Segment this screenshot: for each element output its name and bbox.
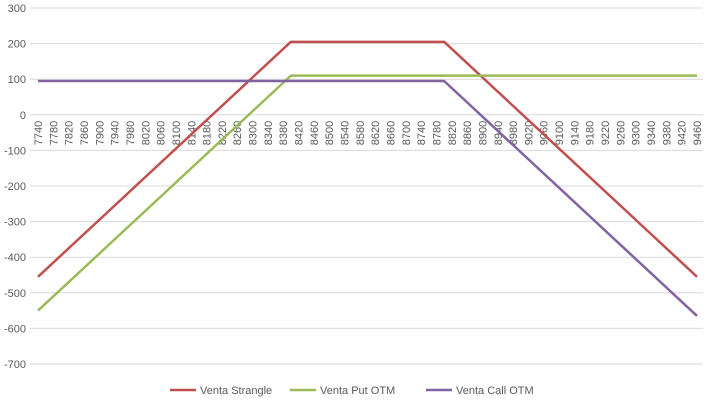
x-tick-label: 8020 — [140, 121, 152, 145]
x-tick-label: 8060 — [156, 121, 168, 145]
x-tick-label: 8540 — [340, 121, 352, 145]
x-tick-label: 9100 — [554, 121, 566, 145]
x-tick-label: 8500 — [324, 121, 336, 145]
x-tick-label: 7780 — [48, 121, 60, 145]
x-tick-label: 8180 — [202, 121, 214, 145]
x-tick-label: 8660 — [385, 121, 397, 145]
x-tick-label: 7900 — [94, 121, 106, 145]
x-tick-label: 8980 — [508, 121, 520, 145]
y-tick-label: 0 — [20, 110, 26, 122]
x-tick-label: 7820 — [64, 121, 76, 145]
x-tick-label: 9020 — [523, 121, 535, 145]
legend-item: Venta Call OTM — [426, 385, 534, 397]
x-tick-label: 8780 — [431, 121, 443, 145]
series-line-venta-call-otm — [38, 79, 698, 317]
legend-label: Venta Call OTM — [456, 385, 534, 397]
y-tick-label: -300 — [4, 217, 26, 229]
x-tick-label: 8220 — [217, 121, 229, 145]
x-tick-label: 9460 — [692, 121, 704, 145]
y-tick-label: 200 — [8, 39, 26, 51]
x-tick-label: 7860 — [79, 121, 91, 145]
x-tick-label: 9220 — [600, 121, 612, 145]
y-tick-label: 100 — [8, 74, 26, 86]
x-tick-label: 8380 — [278, 121, 290, 145]
legend: Venta Strangle Venta Put OTM Venta Call OT… — [170, 385, 534, 397]
x-tick-label: 8340 — [263, 121, 275, 145]
x-tick-label: 7940 — [110, 121, 122, 145]
legend-label: Venta Put OTM — [320, 385, 395, 397]
x-tick-label: 8300 — [248, 121, 260, 145]
x-tick-label: 9180 — [585, 121, 597, 145]
y-tick-label: -600 — [4, 323, 26, 335]
x-tick-label: 9340 — [646, 121, 658, 145]
y-tick-label: -400 — [4, 252, 26, 264]
legend-item: Venta Strangle — [170, 385, 272, 397]
x-tick-label: 8700 — [401, 121, 413, 145]
series-line-venta-strangle — [37, 40, 698, 278]
series-lines — [37, 40, 698, 317]
x-tick-label: 9300 — [631, 121, 643, 145]
gridlines — [30, 7, 703, 365]
x-tick-label: 8460 — [309, 121, 321, 145]
x-tick-label: 8900 — [477, 121, 489, 145]
y-tick-label: -500 — [4, 288, 26, 300]
x-tick-label: 8740 — [416, 121, 428, 145]
y-axis: 300 200 100 0 -100 -200 -300 -400 -500 -600 -700 — [4, 3, 26, 371]
x-tick-label: 8420 — [294, 121, 306, 145]
legend-item: Venta Put OTM — [290, 385, 395, 397]
x-tick-label: 8820 — [447, 121, 459, 145]
x-tick-label: 7980 — [125, 121, 137, 145]
x-tick-label: 9260 — [615, 121, 627, 145]
legend-label: Venta Strangle — [200, 385, 272, 397]
series-line-venta-put-otm — [37, 74, 697, 312]
x-tick-label: 9420 — [677, 121, 689, 145]
y-tick-label: -100 — [4, 145, 26, 157]
y-tick-label: -700 — [4, 359, 26, 371]
x-tick-label: 8100 — [171, 121, 183, 145]
x-tick-label: 9380 — [661, 121, 673, 145]
x-tick-label: 8860 — [462, 121, 474, 145]
y-tick-label: 300 — [8, 3, 26, 15]
x-tick-label: 7740 — [33, 121, 45, 145]
y-tick-label: -200 — [4, 181, 26, 193]
x-tick-label: 9140 — [569, 121, 581, 145]
x-tick-label: 8620 — [370, 121, 382, 145]
x-axis: 7740 7780 7820 7860 7900 7940 7980 8020 8060 8100… — [33, 121, 704, 145]
x-tick-label: 8580 — [355, 121, 367, 145]
